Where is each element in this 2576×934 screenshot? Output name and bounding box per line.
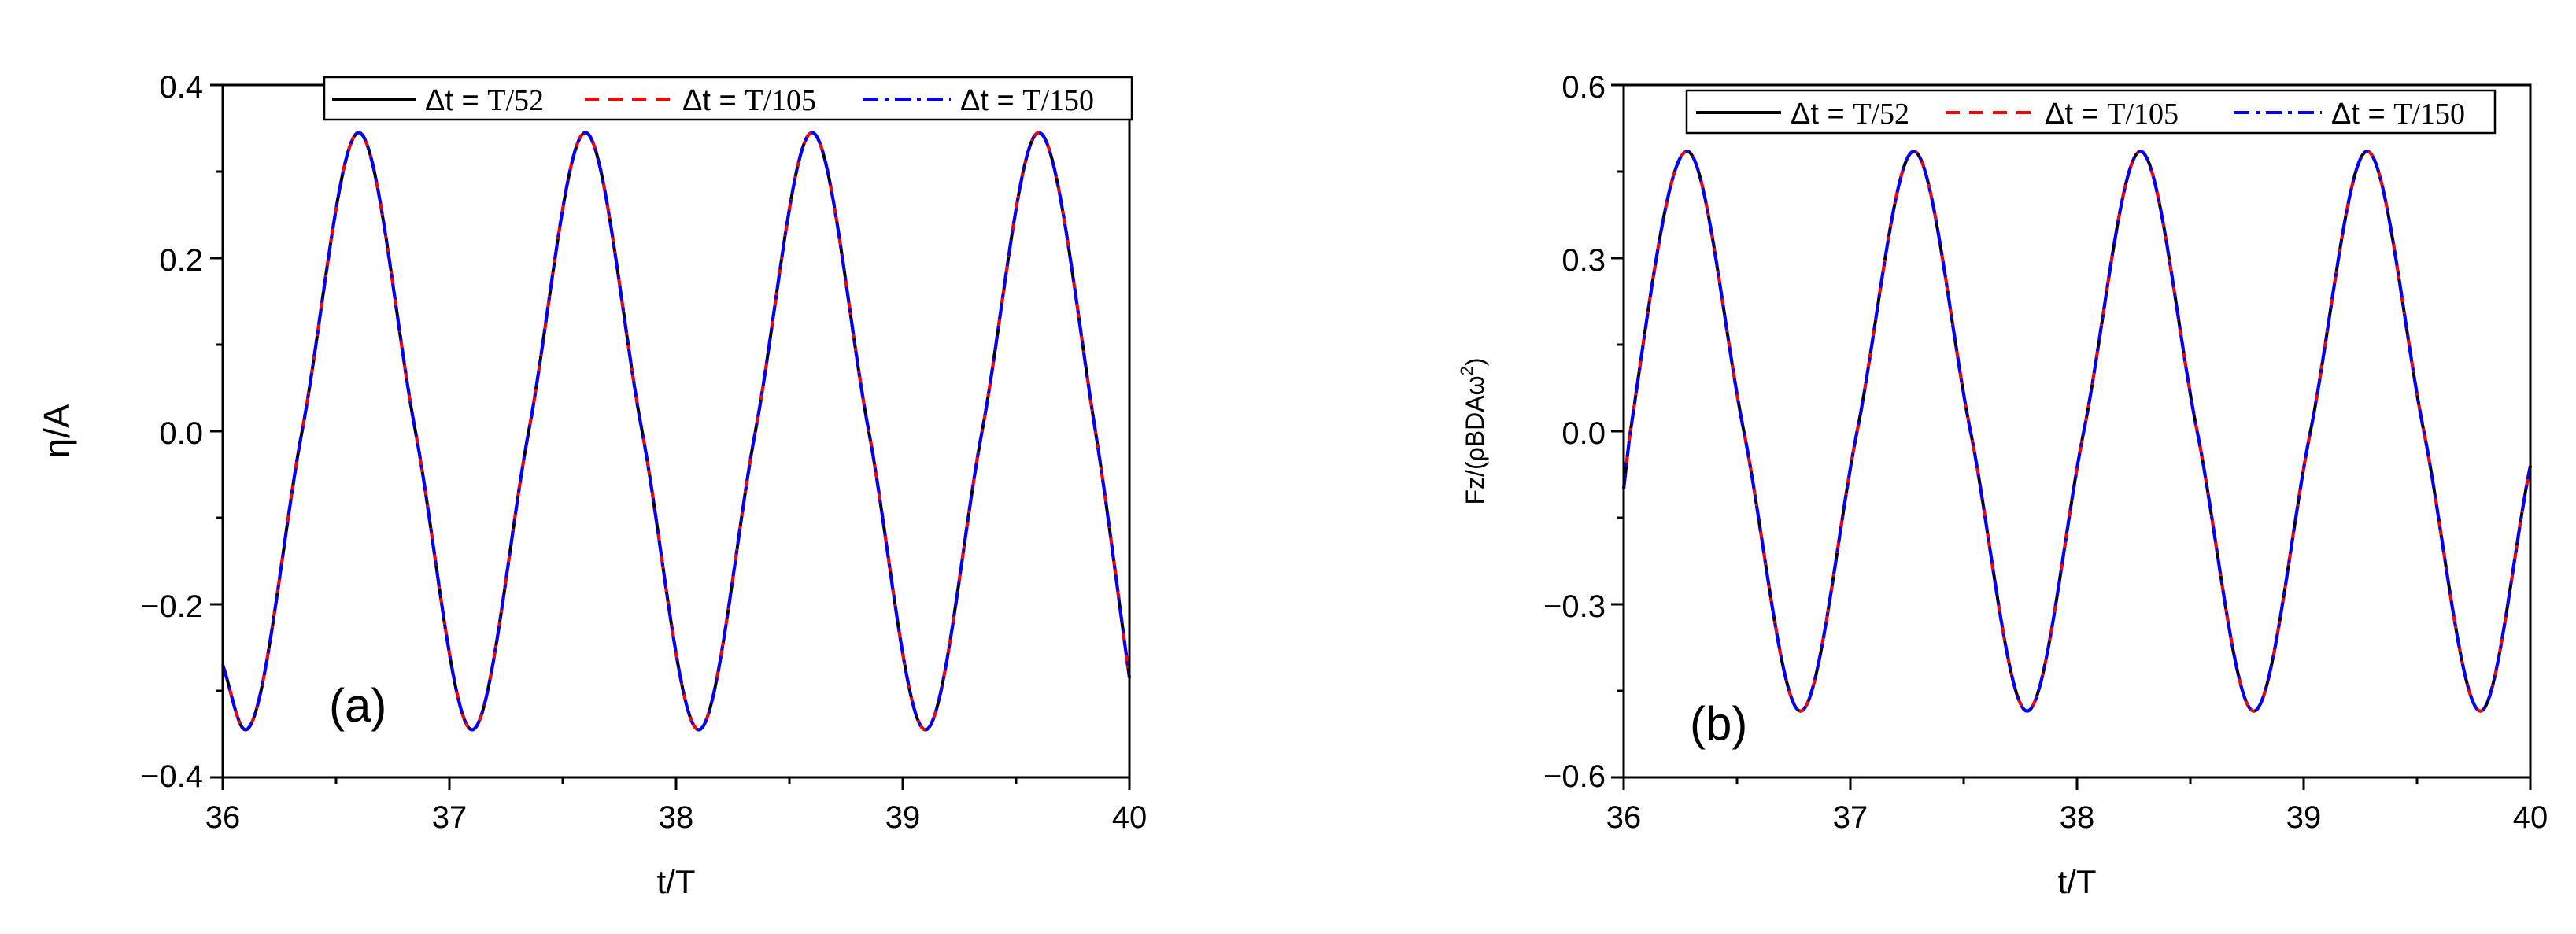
a-ytick-label: −0.2 <box>141 589 203 624</box>
a-ytick-label: −0.4 <box>141 759 203 794</box>
a-xtick-label: 37 <box>432 800 468 835</box>
a-series-line-2 <box>221 131 1131 732</box>
b-xtick-label: 37 <box>1833 800 1868 835</box>
a-y-axis-label: η/A <box>36 404 77 458</box>
b-xtick-label: 38 <box>2060 800 2095 835</box>
b-legend-box <box>1685 89 2497 135</box>
b-series-line-2 <box>1622 150 2532 713</box>
a-series-line-3 <box>221 131 1131 732</box>
panel-b-ticks <box>1611 83 2532 790</box>
b-legend-entry-3: Δt = T/150 <box>2331 98 2465 131</box>
a-xtick-label: 40 <box>1112 800 1148 835</box>
a-x-axis-label: t/T <box>657 863 696 900</box>
b-ytick-label: −0.6 <box>1543 759 1606 794</box>
panel-b-legend: Δt = T/52 Δt = T/105 Δt = T/150 <box>1685 89 2497 135</box>
a-xtick-label: 39 <box>885 800 921 835</box>
b-xtick-label: 36 <box>1606 800 1642 835</box>
b-panel-label: (b) <box>1690 697 1747 750</box>
b-x-axis-label: t/T <box>2058 863 2097 900</box>
a-panel-label: (a) <box>329 679 386 732</box>
b-series-line-3 <box>1622 150 2532 713</box>
b-ytick-label: −0.3 <box>1543 589 1606 624</box>
panel-a-legend: Δt = T/52 Δt = T/105 Δt = T/150 <box>323 76 1133 121</box>
a-legend-box <box>323 76 1133 121</box>
b-legend-entry-1: Δt = T/52 <box>1791 98 1909 131</box>
a-legend-entry-2: Δt = T/105 <box>682 84 816 117</box>
b-xtick-label: 40 <box>2513 800 2548 835</box>
panel-a-ticks <box>210 83 1131 790</box>
panel-a-frame <box>221 83 1131 779</box>
a-xtick-label: 38 <box>659 800 694 835</box>
b-series-line-1 <box>1622 150 2532 713</box>
panel-b: 0.6 0.3 0.0 −0.3 −0.6 36 37 38 39 40 t/T… <box>1457 70 2548 900</box>
panel-b-frame <box>1622 83 2532 779</box>
b-y-axis-label: Fz/(ρBDAω2) <box>1457 358 1489 505</box>
b-legend-entry-2: Δt = T/105 <box>2045 98 2179 131</box>
b-ytick-label: 0.6 <box>1561 70 1606 105</box>
a-legend-entry-1: Δt = T/52 <box>425 84 544 117</box>
a-series-line-1 <box>221 131 1131 732</box>
a-ytick-label: 0.4 <box>159 70 203 105</box>
b-ytick-label: 0.3 <box>1561 243 1606 278</box>
panel-a: 0.4 0.2 0.0 −0.2 −0.4 36 37 38 39 40 t/T… <box>36 70 1147 900</box>
b-ytick-label: 0.0 <box>1561 416 1606 451</box>
b-xtick-label: 39 <box>2286 800 2322 835</box>
a-ytick-label: 0.0 <box>159 416 203 451</box>
panel-b-curves <box>1622 150 2532 713</box>
a-legend-entry-3: Δt = T/150 <box>960 84 1094 117</box>
panel-a-curves <box>221 131 1131 732</box>
a-ytick-label: 0.2 <box>159 243 203 278</box>
a-xtick-label: 36 <box>205 800 241 835</box>
